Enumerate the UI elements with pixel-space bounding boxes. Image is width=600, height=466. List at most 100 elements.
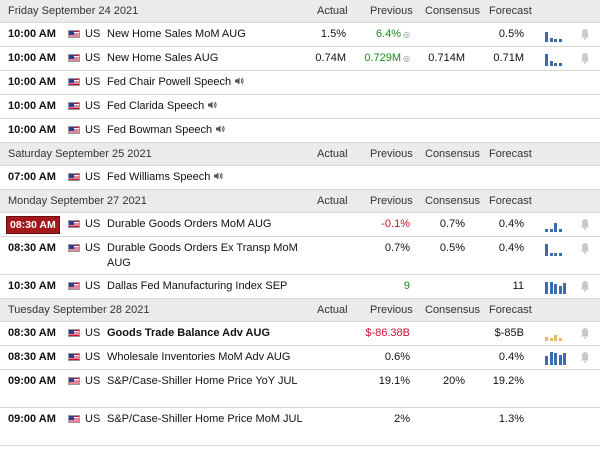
bell-icon[interactable] xyxy=(580,52,590,64)
mini-chart-bar xyxy=(549,253,553,256)
mini-chart-bar xyxy=(554,39,557,42)
mini-chart-icon[interactable] xyxy=(545,351,569,365)
event-country: US xyxy=(85,100,101,112)
column-header-consensus: Consensus xyxy=(425,304,481,316)
mini-chart-bar xyxy=(558,338,562,341)
event-row[interactable]: 09:00 AM US S&P/Case-Shiller Home Price Yo… xyxy=(0,370,600,408)
mini-chart-bar xyxy=(549,61,553,66)
event-row[interactable]: 08:30 AM US Wholesale Inventories MoM Adv … xyxy=(0,346,600,370)
us-flag-icon xyxy=(68,415,80,423)
event-previous: 0.729M ◎ xyxy=(364,52,410,64)
day-header: Monday September 27 2021 Actual Previous Co… xyxy=(0,190,600,213)
event-row[interactable]: 10:00 AM US Fed Chair Powell Speech xyxy=(0,71,600,95)
event-time: 07:00 AM xyxy=(8,171,56,183)
us-flag-icon xyxy=(68,220,80,228)
event-time: 08:30 AM xyxy=(8,327,56,339)
speaker-icon xyxy=(235,75,244,90)
bell-icon[interactable] xyxy=(580,218,590,230)
event-time: 09:00 AM xyxy=(8,413,56,425)
bell-icon[interactable] xyxy=(580,327,590,339)
column-header-forecast: Forecast xyxy=(489,304,532,316)
event-name[interactable]: New Home Sales MoM AUG xyxy=(107,28,246,40)
bell-icon[interactable] xyxy=(580,28,590,40)
mini-chart-icon[interactable] xyxy=(545,52,569,66)
event-country: US xyxy=(85,242,101,254)
event-country: US xyxy=(85,327,101,339)
event-name[interactable]: Fed Chair Powell Speech xyxy=(107,75,307,90)
event-previous: 0.7% xyxy=(384,242,410,254)
event-name[interactable]: Goods Trade Balance Adv AUG xyxy=(107,327,271,339)
mini-chart-icon[interactable] xyxy=(545,218,569,232)
event-previous: $-86.38B xyxy=(365,327,410,339)
mini-chart-bar xyxy=(545,244,548,256)
mini-chart-bar xyxy=(558,355,562,365)
event-name[interactable]: Durable Goods Orders Ex Transp MoM AUG xyxy=(107,242,298,269)
event-forecast: 0.71M xyxy=(493,52,524,64)
us-flag-icon xyxy=(68,173,80,181)
event-forecast: 11 xyxy=(512,280,524,292)
event-consensus: 0.5% xyxy=(439,242,465,254)
column-header-actual: Actual xyxy=(317,195,348,207)
event-row[interactable]: 10:30 AM US Dallas Fed Manufacturing Index… xyxy=(0,275,600,299)
event-time: 10:00 AM xyxy=(8,52,56,64)
speaker-icon xyxy=(216,123,225,138)
column-header-consensus: Consensus xyxy=(425,148,481,160)
mini-chart-icon[interactable] xyxy=(545,327,569,341)
event-row[interactable]: 10:00 AM US New Home Sales AUG 0.74M 0.729M ◎… xyxy=(0,47,600,71)
bell-icon[interactable] xyxy=(580,351,590,363)
mini-chart-icon[interactable] xyxy=(545,28,569,42)
column-header-actual: Actual xyxy=(317,148,348,160)
column-header-forecast: Forecast xyxy=(489,148,532,160)
mini-chart-icon[interactable] xyxy=(545,280,569,294)
event-name[interactable]: Dallas Fed Manufacturing Index SEP xyxy=(107,280,288,292)
event-time: 10:30 AM xyxy=(8,280,56,292)
event-previous: 9 xyxy=(403,280,410,292)
day-date: Monday September 27 2021 xyxy=(8,195,147,207)
event-row[interactable]: 07:00 AM US Fed Williams Speech xyxy=(0,166,600,190)
us-flag-icon xyxy=(68,329,80,337)
event-row[interactable]: 08:30 AM US Durable Goods Orders MoM AUG -0… xyxy=(0,213,600,237)
column-header-previous: Previous xyxy=(370,5,413,17)
event-row[interactable]: 08:30 AM US Durable Goods Orders Ex Transp… xyxy=(0,237,600,275)
event-time: 10:00 AM xyxy=(8,28,56,40)
revised-icon: ◎ xyxy=(403,54,410,63)
event-previous: 6.4% ◎ xyxy=(375,28,410,40)
mini-chart-bar xyxy=(545,337,548,341)
us-flag-icon xyxy=(68,377,80,385)
bell-icon[interactable] xyxy=(580,280,590,292)
day-date: Tuesday September 28 2021 xyxy=(8,304,150,316)
event-forecast: 0.4% xyxy=(498,242,524,254)
event-row[interactable]: 10:00 AM US New Home Sales MoM AUG 1.5% 6.4%… xyxy=(0,23,600,47)
event-name[interactable]: Fed Clarida Speech xyxy=(107,99,307,114)
mini-chart-bar xyxy=(554,253,557,256)
event-name[interactable]: Wholesale Inventories MoM Adv AUG xyxy=(107,351,291,363)
event-row[interactable]: 10:00 AM US Fed Bowman Speech xyxy=(0,119,600,143)
mini-chart-bar xyxy=(554,63,557,66)
event-row[interactable]: 08:30 AM US Goods Trade Balance Adv AUG $-8… xyxy=(0,322,600,346)
mini-chart-icon[interactable] xyxy=(545,242,569,256)
event-country: US xyxy=(85,218,101,230)
event-name[interactable]: S&P/Case-Shiller Home Price MoM JUL xyxy=(107,413,303,425)
event-name[interactable]: New Home Sales AUG xyxy=(107,52,219,64)
event-name[interactable]: Durable Goods Orders MoM AUG xyxy=(107,218,272,230)
mini-chart-bar xyxy=(549,338,553,341)
mini-chart-bar xyxy=(554,353,557,365)
us-flag-icon xyxy=(68,30,80,38)
event-name[interactable]: S&P/Case-Shiller Home Price YoY JUL xyxy=(107,375,298,387)
mini-chart-bar xyxy=(558,286,562,294)
event-country: US xyxy=(85,351,101,363)
event-row[interactable]: 10:00 AM US Fed Clarida Speech xyxy=(0,95,600,119)
us-flag-icon xyxy=(68,78,80,86)
mini-chart-bar xyxy=(549,38,553,42)
day-header: Saturday September 25 2021 Actual Previous… xyxy=(0,143,600,166)
event-name[interactable]: Fed Bowman Speech xyxy=(107,123,307,138)
mini-chart-bar xyxy=(554,223,557,232)
event-name[interactable]: Fed Williams Speech xyxy=(107,170,307,185)
event-previous: 2% xyxy=(394,413,410,425)
day-header: Tuesday September 28 2021 Actual Previous C… xyxy=(0,299,600,322)
bell-icon[interactable] xyxy=(580,242,590,254)
event-forecast: 0.4% xyxy=(498,218,524,230)
event-time: 08:30 AM xyxy=(6,216,60,234)
mini-chart-bar xyxy=(549,352,553,365)
event-row[interactable]: 09:00 AM US S&P/Case-Shiller Home Price Mo… xyxy=(0,408,600,446)
